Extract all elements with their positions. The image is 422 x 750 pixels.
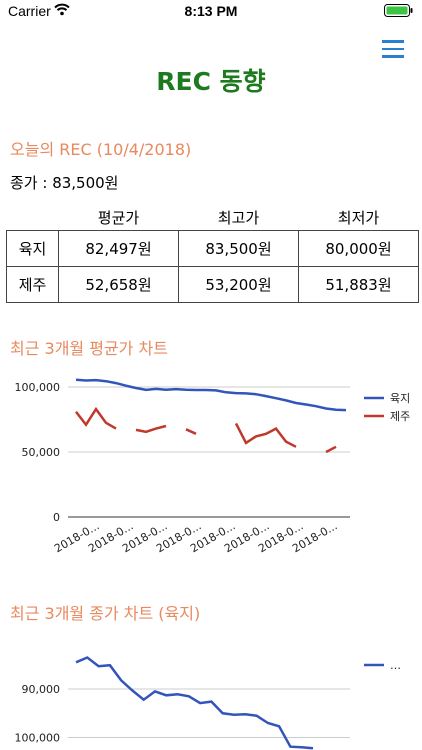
- table-header-cell: [7, 206, 59, 230]
- series-line: [185, 428, 197, 435]
- legend-label: 제주: [390, 410, 410, 423]
- high-price-cell: 53,200원: [178, 265, 299, 303]
- series-line: [325, 445, 337, 454]
- y-tick-label: 50,000: [22, 446, 61, 459]
- table-header-cell: 최저가: [337, 209, 380, 228]
- legend-label: …: [390, 659, 401, 672]
- chart2-heading: 최근 3개월 종가 차트 (육지): [10, 604, 201, 623]
- wifi-icon: [54, 3, 70, 19]
- app-title: REC 동향: [156, 67, 266, 96]
- status-bar: Carrier 8:13 PM: [0, 0, 422, 24]
- low-price-cell: 80,000원: [298, 229, 419, 267]
- price-table: 평균가 최고가 최저가 육지 82,497원 83,500원 80,000원 제…: [6, 206, 419, 303]
- battery-icon: [384, 4, 414, 21]
- today-heading: 오늘의 REC (10/4/2018): [10, 140, 192, 159]
- chart1-heading: 최근 3개월 평균가 차트: [10, 339, 168, 358]
- avg-price-cell: 82,497원: [58, 229, 179, 267]
- carrier-label: Carrier: [8, 3, 51, 19]
- average-price-chart: 050,000100,0002018-0...2018-0...2018-0..…: [15, 378, 410, 555]
- series-line: [75, 406, 117, 430]
- avg-price-cell: 52,658원: [58, 265, 179, 303]
- y-tick-label: 100,000: [15, 381, 61, 394]
- high-price-cell: 83,500원: [178, 229, 299, 267]
- table-header-cell: 평균가: [97, 209, 140, 228]
- series-line: [234, 422, 297, 448]
- clock: 8:13 PM: [184, 3, 238, 19]
- y-tick-label: 100,000: [15, 732, 61, 745]
- y-tick-label: 90,000: [22, 683, 61, 696]
- hamburger-menu-icon[interactable]: [382, 40, 404, 60]
- row-label: 제주: [6, 265, 59, 303]
- series-line: [75, 378, 347, 412]
- table-header-row: 평균가 최고가 최저가: [7, 206, 419, 230]
- row-label: 육지: [6, 229, 59, 267]
- legend-label: 육지: [390, 392, 410, 405]
- table-header-cell: 최고가: [217, 209, 260, 228]
- table-row: 육지 82,497원 83,500원 80,000원: [6, 229, 419, 267]
- series-line: [75, 656, 314, 750]
- y-tick-label: 0: [53, 511, 60, 524]
- table-row: 제주 52,658원 53,200원 51,883원: [6, 265, 419, 303]
- series-line: [135, 424, 167, 434]
- close-price: 종가 : 83,500원: [10, 174, 119, 192]
- low-price-cell: 51,883원: [298, 265, 419, 303]
- close-price-chart: 90,000 100,000 …: [15, 656, 401, 750]
